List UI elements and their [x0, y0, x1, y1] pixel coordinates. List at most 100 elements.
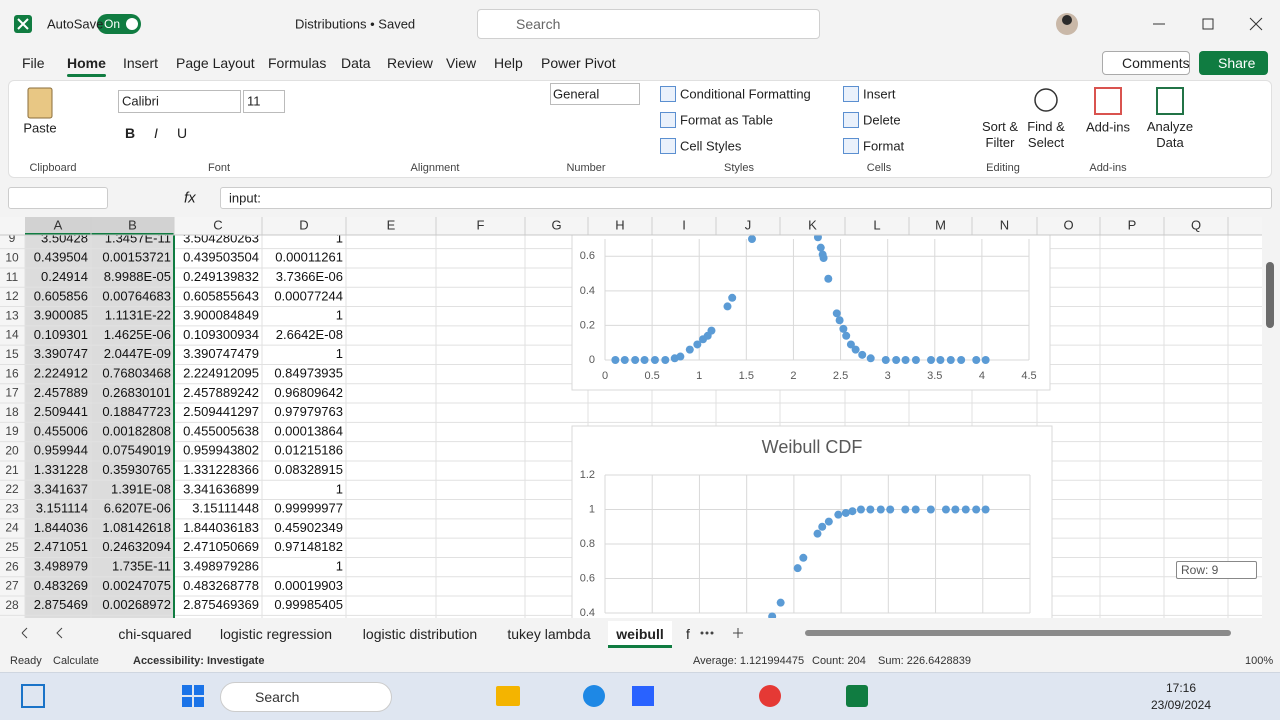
taskbar-chrome[interactable] [759, 685, 781, 707]
row-number: 27 [5, 579, 19, 593]
close-icon[interactable] [1249, 17, 1263, 31]
search-box[interactable] [477, 9, 820, 39]
row-number: 12 [5, 289, 19, 303]
comments-button[interactable] [1102, 51, 1190, 75]
cell: 0.109300934 [183, 327, 259, 342]
menu-tab[interactable]: File [22, 55, 45, 71]
point [911, 505, 920, 514]
cells-button[interactable]: Delete [863, 112, 901, 128]
point [816, 243, 825, 252]
cell: 3.15111448 [192, 501, 259, 516]
font-button[interactable]: B [124, 125, 136, 141]
col-header-bg [0, 217, 1262, 235]
toggle-knob [126, 18, 138, 30]
menu-tab[interactable]: Review [387, 55, 433, 71]
v-scrollbar-thumb[interactable] [1266, 262, 1274, 328]
cells-button[interactable]: Format [863, 138, 905, 154]
taskbar-explorer[interactable] [496, 686, 520, 706]
taskbar-excel[interactable] [846, 685, 868, 707]
find-icon[interactable] [1034, 88, 1058, 112]
cell: 2.509441 [34, 404, 88, 419]
cell: 2.224912 [34, 366, 88, 381]
point [911, 356, 920, 364]
cell: 1.1131E-22 [105, 308, 171, 323]
cell: 1.844036 [34, 520, 88, 535]
cell: 0.00011261 [275, 250, 343, 265]
sheet-tab[interactable]: logistic distribution [362, 626, 478, 642]
point [892, 356, 901, 364]
taskbar-store[interactable] [632, 686, 654, 706]
cell: 3.390747479 [183, 346, 259, 361]
share-button[interactable] [1199, 51, 1268, 75]
paste-icon[interactable] [27, 87, 53, 119]
cell: 8.9988E-05 [104, 269, 171, 284]
search-placeholder: Search [516, 16, 561, 32]
menu-tab[interactable]: Power Pivot [541, 55, 616, 71]
sort-filter-button[interactable]: Sort & Filter [981, 119, 1019, 150]
row-tooltip [1176, 561, 1257, 579]
menu-tab[interactable]: Page Layout [176, 55, 255, 71]
row-number: 13 [5, 308, 19, 322]
cells-button[interactable]: Insert [863, 86, 896, 102]
cell: 0.605856 [34, 288, 88, 303]
point [747, 235, 756, 243]
fx-button[interactable]: fx [184, 189, 196, 207]
y-tick-label: 0.2 [580, 319, 595, 331]
windows-logo[interactable] [182, 685, 204, 707]
paste-button[interactable]: Paste [23, 120, 57, 136]
styles-button[interactable]: Format as Table [680, 112, 773, 128]
number-format-box[interactable] [550, 83, 640, 105]
column-header: F [477, 217, 485, 232]
menu-tab[interactable]: Formulas [268, 55, 327, 71]
point [661, 356, 670, 364]
sheet-tab[interactable]: weibull [616, 626, 664, 642]
x-tick-label: 0 [602, 370, 608, 382]
status-accessibility: Accessibility: Investigate [133, 655, 265, 667]
ribbon-group-label: Alignment [410, 162, 460, 174]
autosave-label: AutoSave [47, 16, 104, 32]
taskbar-edge[interactable] [583, 685, 605, 707]
cell: 0.959943802 [183, 443, 259, 458]
cell: 2.6642E-08 [276, 327, 343, 342]
point [901, 505, 910, 514]
file-name[interactable]: Distributions • Saved [295, 16, 416, 32]
column-header: Q [1191, 217, 1201, 232]
styles-button[interactable]: Cell Styles [680, 138, 742, 154]
menu-tab[interactable]: View [446, 55, 477, 71]
analyze-icon[interactable] [1156, 87, 1184, 115]
row-number: 28 [5, 598, 19, 612]
name-box[interactable] [8, 187, 108, 209]
sheet-tab-icons[interactable] [21, 627, 743, 639]
sheet-tab[interactable]: f [686, 626, 690, 642]
taskbar-search[interactable] [220, 682, 392, 712]
restore-icon[interactable] [1202, 18, 1214, 30]
menu-tab[interactable]: Home [67, 55, 106, 71]
styles-button[interactable]: Conditional Formatting [680, 86, 811, 102]
h-scrollbar-thumb[interactable] [805, 630, 1231, 636]
menu-tab[interactable]: Insert [123, 55, 159, 71]
row-number: 18 [5, 405, 19, 419]
sheet-tab[interactable]: chi-squared [118, 626, 192, 642]
font-name-box[interactable] [118, 90, 241, 113]
font-size-box[interactable] [243, 90, 285, 113]
add-ins-icon[interactable] [1094, 87, 1122, 115]
cell: 3.900085 [34, 308, 88, 323]
menu-tab[interactable]: Help [494, 55, 523, 71]
font-button[interactable]: I [154, 125, 158, 141]
sheet-tab[interactable]: logistic regression [219, 626, 333, 642]
analyze-data-button[interactable]: Analyze Data [1146, 119, 1194, 150]
add-ins-button[interactable]: Add-ins [1085, 119, 1131, 135]
font-button[interactable]: U [176, 125, 188, 141]
active-tab-underline [67, 74, 106, 77]
formula-content: input: [229, 190, 261, 206]
taskbar-search-text: Search [255, 689, 300, 705]
cell: 0.483269 [34, 578, 88, 593]
formula-input[interactable] [220, 187, 1272, 209]
widgets-icon[interactable] [21, 684, 45, 708]
cell: 0.76803468 [102, 366, 171, 381]
cell: 0.01215186 [274, 443, 343, 458]
ribbon-icon [843, 112, 859, 128]
sheet-tab[interactable]: tukey lambda [507, 626, 591, 642]
find-select-button[interactable]: Find & Select [1027, 119, 1065, 150]
menu-tab[interactable]: Data [341, 55, 371, 71]
